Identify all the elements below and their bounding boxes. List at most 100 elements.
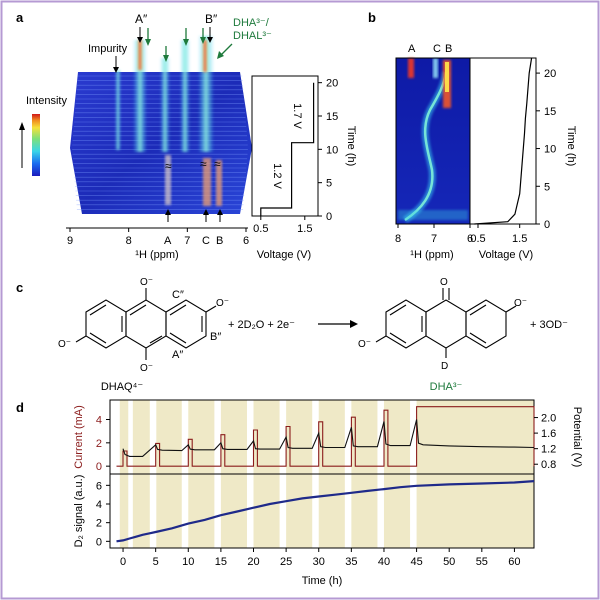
dha-d-label: D — [441, 361, 448, 372]
b2-label: B″ — [205, 12, 218, 26]
a2-arrow-head — [137, 37, 143, 43]
d-d2-tick-label: 0 — [96, 536, 102, 548]
impurity-arrow-head — [113, 67, 119, 73]
b-ppm-tick-label: 7 — [431, 233, 437, 245]
b-heatmap — [396, 58, 470, 224]
a-ppm-tick-label: 6 — [243, 235, 249, 247]
panel-c-label: c — [16, 280, 23, 295]
d-current-axis-label: Current (mA) — [73, 405, 85, 469]
intensity-colorbar — [32, 114, 40, 176]
a-voltage-ticks: 0.5 1.5 — [253, 216, 312, 235]
b2-arrow-head — [207, 37, 213, 43]
a-time-ticks: 0 5 10 15 20 — [318, 78, 338, 223]
a-time-tick-label: 20 — [326, 78, 338, 90]
d-potential-tick-label: 2.0 — [541, 413, 556, 425]
intensity-label: Intensity — [26, 95, 67, 107]
b-heat-ridge-core — [404, 71, 448, 222]
b-peak-B-label: B — [445, 43, 452, 55]
peak-ridge-A-low — [165, 155, 171, 205]
d-current-tick-label: 0 — [96, 461, 102, 473]
peak-ridge-a2 — [133, 40, 147, 152]
intensity-arrow-head — [19, 122, 25, 130]
a-time-tick-label: 10 — [326, 144, 338, 156]
d-current-ticks: 0 2 4 — [96, 415, 110, 473]
dha-o-right: O⁻ — [514, 298, 527, 309]
d-potential-tick-label: 1.6 — [541, 428, 556, 440]
b-ppm-ticks: 8 7 6 — [395, 224, 473, 245]
a-voltage-tick-label: 1.5 — [297, 223, 312, 235]
a-time-tick-label: 0 — [326, 211, 332, 223]
dhaq-o-top: O⁻ — [140, 277, 153, 288]
b-time-ticks: 0 5 10 15 20 — [536, 68, 556, 231]
dhaq-c2-label: C″ — [172, 289, 184, 301]
b-ppm-axis-label: ¹H (ppm) — [410, 249, 453, 261]
d-d2-axis-label: D₂ signal (a.u.) — [73, 475, 85, 548]
product-name: DHA³⁻ — [430, 381, 463, 393]
d-x-axis-label: Time (h) — [302, 575, 343, 587]
d-x-ticks: 0 5 10 15 20 25 30 35 40 45 50 55 60 — [120, 548, 521, 568]
break-mark-3: ≈ — [214, 157, 221, 171]
d-x-tick-label: 55 — [476, 556, 488, 568]
a-ppm-ticks: 9 8 7 6 — [67, 228, 249, 247]
b-peak-A-label: A — [408, 43, 416, 55]
d-d2-tick-label: 2 — [96, 518, 102, 530]
dha-label-line1: DHA³⁻/ — [233, 17, 270, 29]
a-voltage-annot-high: 1.7 V — [291, 103, 303, 129]
b-heat-hot-B-core — [445, 62, 449, 92]
b-time-tick-label: 15 — [544, 106, 556, 118]
dhaq-a2-label: A″ — [172, 349, 183, 361]
waterfall-plot: ≈ ≈ ≈ — [70, 36, 252, 214]
d-x-tick-label: 40 — [378, 556, 390, 568]
d-x-tick-label: 15 — [215, 556, 227, 568]
break-mark-1: ≈ — [165, 159, 172, 173]
b-voltage-ticks: 0.5 1.5 — [470, 224, 527, 245]
b-heat-hot-A — [408, 58, 414, 78]
C-label: C — [202, 235, 210, 247]
a-time-tick-label: 5 — [326, 178, 332, 190]
a-voltage-frame — [251, 75, 319, 217]
dha-o-left: O⁻ — [358, 339, 371, 350]
dhaq-o-bottom: O⁻ — [140, 363, 153, 374]
panel-b: b A C B 8 7 6 0.5 1.5 0 5 10 15 20 ¹H (ppm) Vol… — [368, 10, 577, 261]
a-time-axis-label: Time (h) — [345, 126, 357, 167]
d-d2-tick-label: 4 — [96, 499, 102, 511]
b-time-axis-label: Time (h) — [565, 126, 577, 167]
d-potential-axis-label: Potential (V) — [571, 407, 583, 468]
peak-ridge-impurity — [115, 70, 121, 150]
b-time-tick-label: 20 — [544, 68, 556, 80]
dhaq-b2-label: B″ — [210, 331, 221, 343]
panel-b-label: b — [368, 10, 376, 25]
panel-d: d 0 2 4 0.8 1.2 1.6 2.0 0 2 4 6 0 5 10 15 20 25 30 35 40… — [16, 399, 583, 587]
panel-d-label: d — [16, 400, 24, 415]
b-time-tick-label: 5 — [544, 181, 550, 193]
reaction-byproduct: + 3OD⁻ — [530, 319, 568, 331]
peak-hot-a2 — [137, 40, 143, 70]
peak-ridge-B-low — [216, 160, 222, 206]
dha-structure — [375, 288, 517, 358]
d-x-tick-label: 35 — [345, 556, 357, 568]
d-potential-tick-label: 0.8 — [541, 459, 556, 471]
b-voltage-frame — [469, 57, 537, 225]
d-current-trace — [116, 406, 535, 467]
d-x-tick-label: 5 — [153, 556, 159, 568]
d-x-tick-label: 0 — [120, 556, 126, 568]
peak-ridge-mid — [160, 58, 170, 152]
b-ppm-tick-label: 6 — [467, 233, 473, 245]
b-time-tick-label: 10 — [544, 144, 556, 156]
reaction-reagents: + 2D₂O + 2e⁻ — [228, 319, 295, 331]
d-current-tick-label: 4 — [96, 415, 102, 427]
a-ppm-axis-label: ¹H (ppm) — [135, 249, 178, 261]
impurity-label: Impurity — [88, 43, 128, 55]
d-d2-trace — [116, 480, 535, 543]
a-ppm-tick-label: 7 — [184, 235, 190, 247]
d-potential-ticks: 0.8 1.2 1.6 2.0 — [534, 413, 556, 471]
B-label: B — [216, 235, 223, 247]
b-peak-C-label: C — [433, 43, 441, 55]
d-x-tick-label: 45 — [410, 556, 422, 568]
dha-label-line2: DHAL³⁻ — [233, 30, 272, 42]
A-label: A — [164, 235, 172, 247]
a-time-tick-label: 15 — [326, 111, 338, 123]
b-heat-C — [433, 58, 438, 78]
